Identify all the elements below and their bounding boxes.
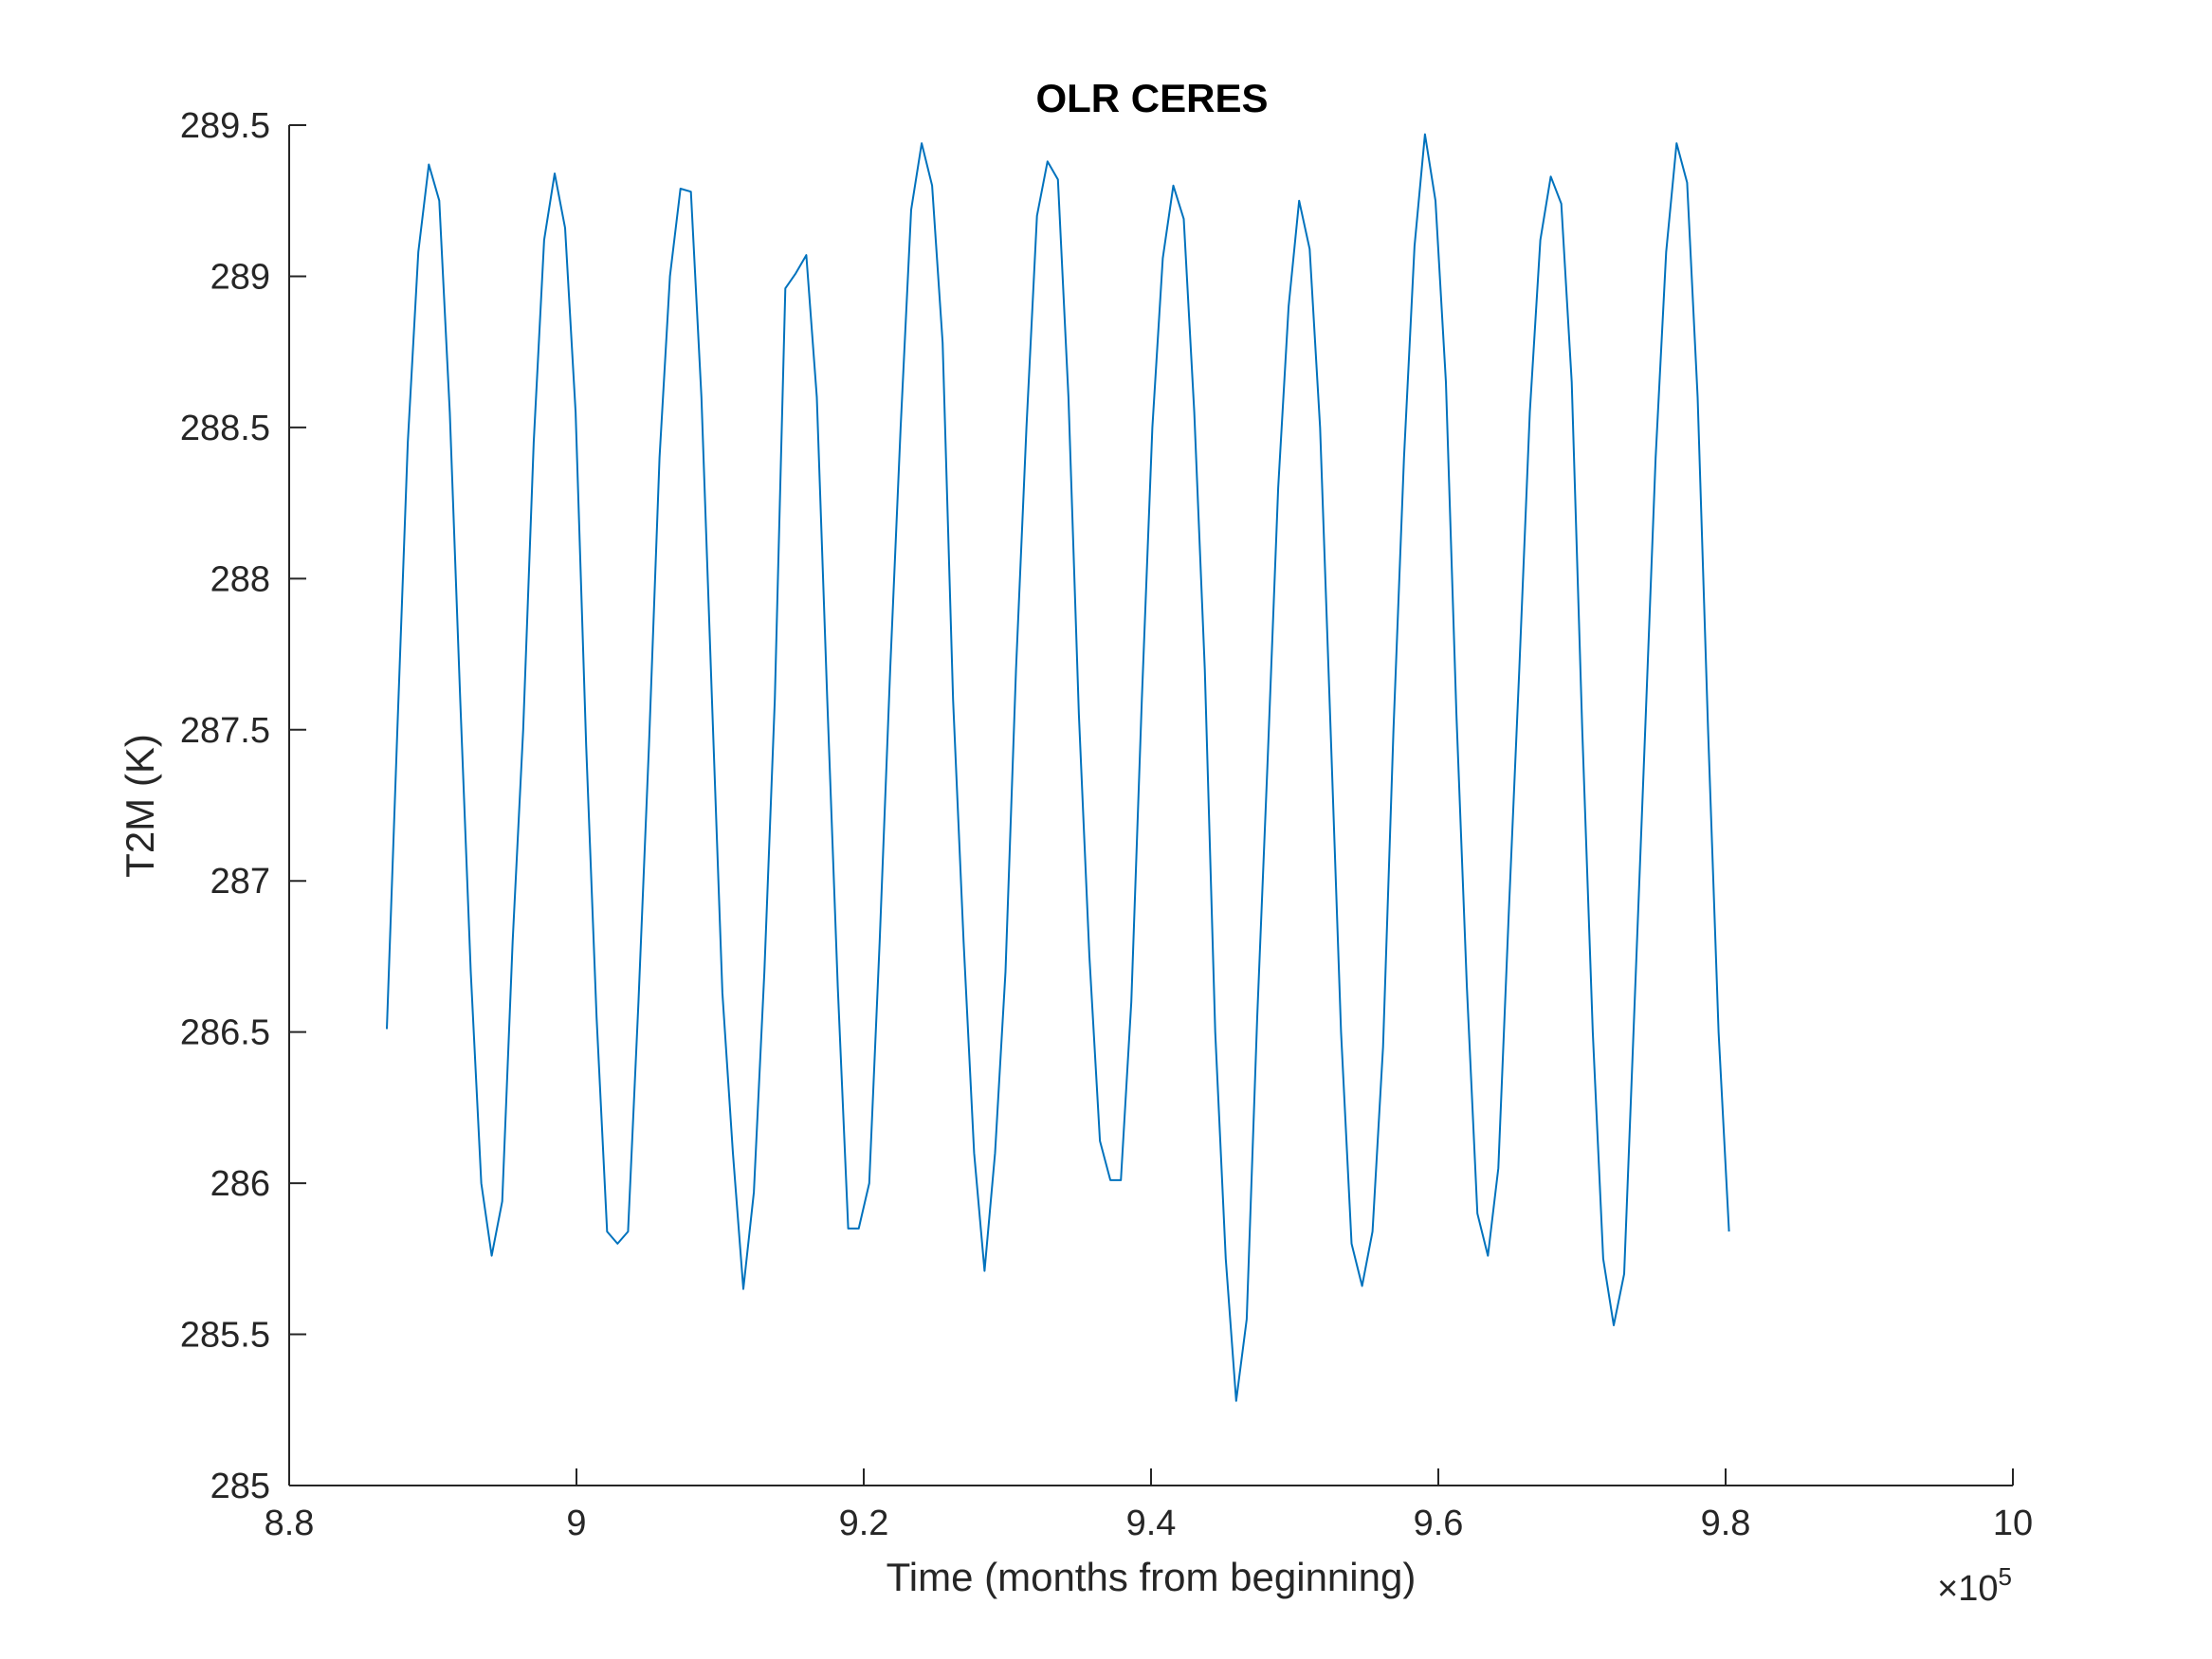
- y-ticks: 285 285.5 286 286.5 287 287.5 288 288.5 289 289.5: [180, 106, 306, 1506]
- x-tick-label: 8.8: [265, 1504, 315, 1543]
- x-axis-label: Time (months from beginning): [887, 1555, 1417, 1599]
- plot-area: 8.8 9 9.2 9.4 9.6 9.8 10 285285.5286286.528728…: [180, 106, 2033, 1543]
- y-axis-label: T2M (K): [118, 734, 162, 878]
- x-exponent-power: 5: [1999, 1562, 2012, 1591]
- x-tick-label: 10: [1993, 1504, 2033, 1543]
- y-tick-label: 287: [210, 862, 270, 902]
- y-tick-label: 286: [210, 1164, 270, 1204]
- x-tick-label: 9.2: [839, 1504, 889, 1543]
- x-exponent-base: ×10: [1937, 1569, 1998, 1609]
- svg-text:×105: ×105: [1937, 1562, 2012, 1609]
- y-tick-label: 288: [210, 559, 270, 599]
- y-tick-label: 287.5: [180, 711, 270, 751]
- chart-title: OLR CERES: [1035, 76, 1268, 120]
- x-tick-label: 9.6: [1414, 1504, 1464, 1543]
- y-tick-label: 285.5: [180, 1316, 270, 1356]
- data-layer: [386, 133, 1730, 1402]
- y-tick-label: 286.5: [180, 1013, 270, 1053]
- y-tick-label: 289.5: [180, 106, 270, 146]
- y-tick-label: 289: [210, 257, 270, 297]
- x-tick-label: 9.4: [1126, 1504, 1177, 1543]
- y-tick-label: 285: [210, 1467, 270, 1506]
- x-axis-exponent: ×105: [1937, 1562, 2012, 1609]
- y-tick-label: 288.5: [180, 409, 270, 448]
- plot-background: [289, 125, 2013, 1486]
- series-line: [386, 133, 1730, 1402]
- x-ticks: 8.8 9 9.2 9.4 9.6 9.8 10: [265, 1468, 2033, 1543]
- x-tick-label: 9: [566, 1504, 586, 1543]
- x-tick-label: 9.8: [1701, 1504, 1751, 1543]
